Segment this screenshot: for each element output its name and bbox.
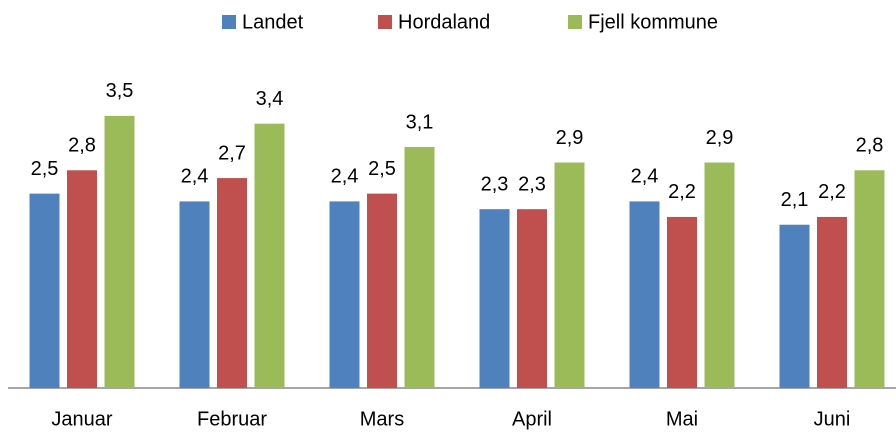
bar	[217, 178, 247, 388]
bar	[29, 193, 60, 388]
bar	[104, 115, 135, 388]
x-tick-label: April	[512, 408, 552, 430]
x-tick-label: Mai	[666, 408, 698, 430]
bar	[479, 209, 510, 388]
legend-label: Landet	[242, 11, 304, 33]
bar	[779, 224, 810, 388]
value-label: 2,7	[218, 142, 246, 164]
value-label: 2,3	[481, 173, 509, 195]
value-label: 2,1	[781, 189, 809, 211]
bar	[629, 201, 660, 388]
value-label: 2,8	[68, 135, 96, 157]
value-label: 2,2	[668, 181, 696, 203]
bar	[179, 201, 210, 388]
value-label: 2,9	[556, 127, 584, 149]
bar	[329, 201, 360, 388]
bar	[67, 170, 97, 388]
value-label: 2,3	[518, 173, 546, 195]
bar	[404, 146, 435, 388]
value-label: 3,5	[106, 80, 134, 102]
value-label: 2,8	[856, 135, 884, 157]
value-label: 2,5	[368, 158, 396, 180]
bar	[367, 193, 397, 388]
value-label: 2,5	[31, 158, 59, 180]
value-label: 3,4	[256, 88, 284, 110]
value-label: 2,2	[818, 181, 846, 203]
bar	[667, 216, 697, 388]
value-label: 2,9	[706, 127, 734, 149]
x-tick-label: Juni	[814, 408, 851, 430]
bar	[704, 162, 735, 388]
value-label: 2,4	[331, 166, 359, 188]
bar	[254, 123, 285, 389]
value-label: 3,1	[406, 111, 434, 133]
legend-swatch	[222, 15, 236, 29]
value-label: 2,4	[631, 166, 659, 188]
bar	[517, 209, 547, 388]
bar	[854, 170, 885, 388]
legend-swatch	[378, 15, 392, 29]
legend-label: Hordaland	[398, 11, 490, 33]
bar	[817, 216, 847, 388]
x-tick-label: Januar	[51, 408, 112, 430]
legend-label: Fjell kommune	[588, 11, 718, 33]
x-tick-label: Mars	[360, 408, 404, 430]
legend-swatch	[568, 15, 582, 29]
bar	[554, 162, 585, 388]
value-label: 2,4	[181, 166, 209, 188]
x-tick-label: Februar	[197, 408, 267, 430]
